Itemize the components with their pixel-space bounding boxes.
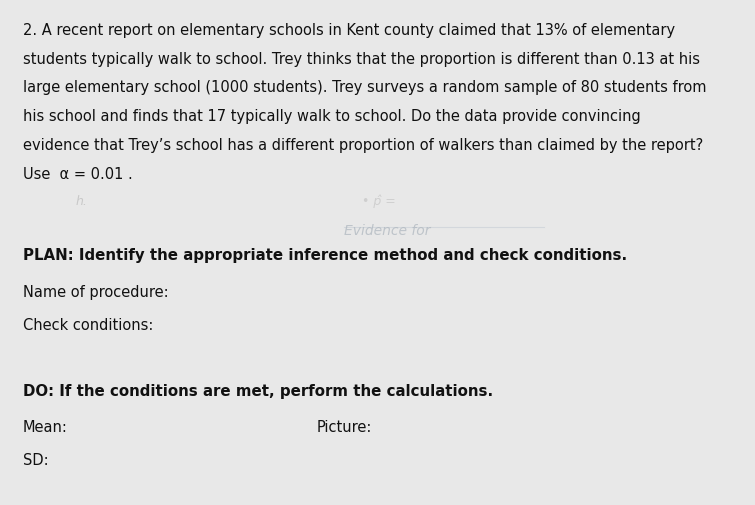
Text: Mean:: Mean: (23, 420, 67, 435)
Text: large elementary school (1000 students). Trey surveys a random sample of 80 stud: large elementary school (1000 students).… (23, 80, 706, 95)
Text: Check conditions:: Check conditions: (23, 317, 153, 332)
Text: h.: h. (76, 194, 88, 208)
Text: Picture:: Picture: (317, 420, 372, 435)
Text: DO: If the conditions are met, perform the calculations.: DO: If the conditions are met, perform t… (23, 383, 493, 398)
Text: students typically walk to school. Trey thinks that the proportion is different : students typically walk to school. Trey … (23, 52, 700, 67)
Text: 2. A recent report on elementary schools in Kent county claimed that 13% of elem: 2. A recent report on elementary schools… (23, 23, 675, 38)
Text: Evidence for: Evidence for (344, 223, 430, 237)
Text: PLAN: Identify the appropriate inference method and check conditions.: PLAN: Identify the appropriate inference… (23, 247, 627, 263)
Text: SD:: SD: (23, 452, 48, 468)
Text: Name of procedure:: Name of procedure: (23, 284, 168, 299)
Text: Use  α = 0.01 .: Use α = 0.01 . (23, 167, 132, 182)
Text: evidence that Trey’s school has a different proportion of walkers than claimed b: evidence that Trey’s school has a differ… (23, 138, 703, 153)
Text: • p̂ =: • p̂ = (362, 194, 396, 208)
Text: his school and finds that 17 typically walk to school. Do the data provide convi: his school and finds that 17 typically w… (23, 109, 640, 124)
